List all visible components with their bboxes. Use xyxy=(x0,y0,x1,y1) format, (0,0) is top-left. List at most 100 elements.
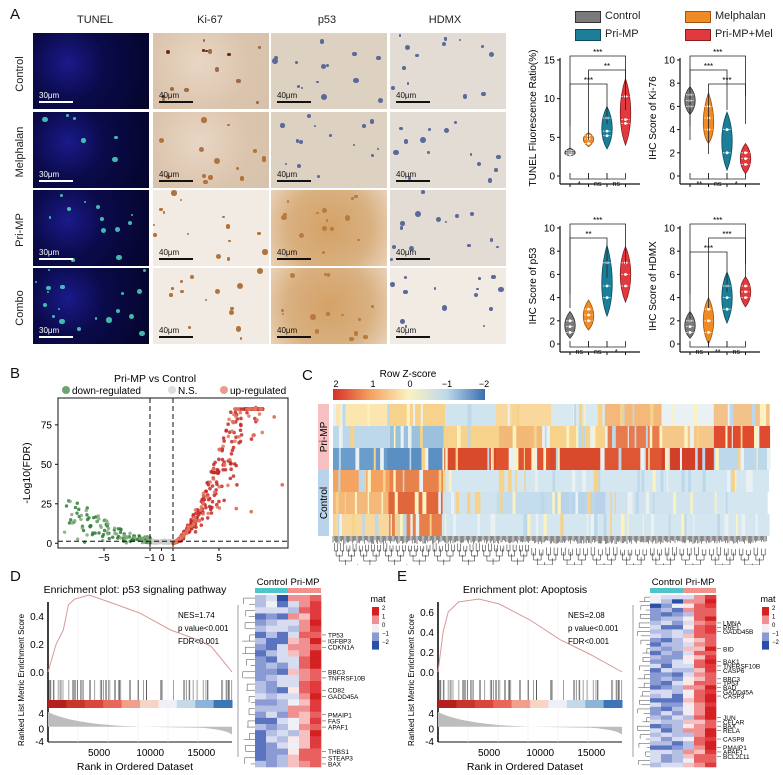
point-down xyxy=(67,521,72,525)
heatmap-cell xyxy=(574,514,576,536)
heatmap-cell xyxy=(414,448,417,470)
scale-bar: 40μm xyxy=(396,248,430,260)
heatmap-cell xyxy=(277,687,289,694)
gsea-stat: FDR<0.001 xyxy=(568,637,610,646)
heatmap-cell xyxy=(618,492,622,514)
heatmap-cell xyxy=(705,741,717,746)
heatmap-cell xyxy=(620,514,626,536)
x-tick-label: −5 xyxy=(98,553,110,564)
point-up xyxy=(210,499,215,504)
heatmap-cell xyxy=(395,470,399,492)
heatmap-cell xyxy=(374,404,379,426)
heatmap-cell xyxy=(406,514,410,536)
cell-speck xyxy=(190,275,195,280)
heatmap-cell xyxy=(658,426,660,448)
significance-label-bottom: ns xyxy=(613,181,621,188)
heatmap-cell xyxy=(351,492,356,514)
heatmap-cell xyxy=(645,492,650,514)
row-header-combo: Combo xyxy=(14,290,26,326)
heatmap-cell xyxy=(757,448,762,470)
heatmap-cell xyxy=(738,448,741,470)
heatmap-cell xyxy=(428,426,432,448)
heatmap-cell xyxy=(661,642,673,647)
heatmap-cell xyxy=(413,470,417,492)
dendro-branch xyxy=(426,545,431,551)
heatmap-cell xyxy=(346,470,349,492)
heatmap-cell xyxy=(487,448,490,470)
metric-y-tick-label: -4 xyxy=(35,737,44,748)
heatmap-cell xyxy=(548,514,553,536)
heatmap-cell xyxy=(266,674,278,682)
heatmap-cell xyxy=(359,448,363,470)
scale-bar-label: 40μm xyxy=(396,170,417,179)
heatmap-cell xyxy=(512,492,516,514)
heatmap-cell xyxy=(573,426,577,448)
heatmap-cell xyxy=(684,514,687,536)
heatmap-cell xyxy=(310,760,322,768)
significance-label: *** xyxy=(713,216,722,225)
heatmap-cell xyxy=(740,514,742,536)
heatmap-cell xyxy=(705,625,717,630)
point-up xyxy=(255,418,259,422)
heatmap-cell xyxy=(442,492,445,514)
heatmap-cell xyxy=(694,599,706,604)
point-down xyxy=(122,534,126,538)
heatmap-cell xyxy=(358,470,363,492)
heatmap-cell xyxy=(255,730,267,737)
heatmap-cell xyxy=(507,404,511,426)
heatmap-cell xyxy=(343,492,346,514)
heatmap-cell xyxy=(729,404,734,426)
significance-bracket xyxy=(588,69,626,140)
heatmap-cell xyxy=(650,762,662,768)
heatmap-cell xyxy=(406,404,411,426)
scale-tick: 2 xyxy=(333,379,338,389)
point-down xyxy=(87,516,91,520)
heatmap-cell xyxy=(390,514,393,536)
heatmap-cell xyxy=(310,638,322,645)
heatmap-cell xyxy=(277,717,289,725)
heatmap-cell xyxy=(681,404,684,426)
data-point xyxy=(744,290,747,294)
heatmap-cell xyxy=(492,404,496,426)
significance-bracket-bottom xyxy=(569,341,589,348)
point-up xyxy=(239,433,244,437)
heatmap-cell xyxy=(763,492,766,514)
heatmap-cell xyxy=(499,426,503,448)
heatmap-cell xyxy=(393,426,396,448)
cell-speck xyxy=(321,94,328,100)
heatmap-cell xyxy=(512,448,515,470)
cell-speck xyxy=(187,233,190,236)
scale-bar-label: 40μm xyxy=(277,91,298,100)
cell-speck xyxy=(171,190,177,196)
heatmap-cell xyxy=(494,470,498,492)
scale-bar: 40μm xyxy=(159,91,193,103)
point-down xyxy=(118,536,123,540)
heatmap-cell xyxy=(561,404,565,426)
heatmap-cell xyxy=(622,404,625,426)
heatmap-cell xyxy=(658,492,662,514)
cell-speck xyxy=(405,44,411,50)
heatmap-cell xyxy=(337,514,340,536)
heatmap-cell xyxy=(413,404,416,426)
heatmap-cell xyxy=(717,514,721,536)
heatmap-cell xyxy=(750,448,754,470)
heatmap-cell xyxy=(506,426,510,448)
cell-speck xyxy=(202,39,206,42)
point-up xyxy=(227,417,231,422)
heatmap-cell xyxy=(544,404,548,426)
heatmap-cell xyxy=(614,492,617,514)
cell-speck xyxy=(391,245,397,250)
heatmap-cell xyxy=(679,426,682,448)
heatmap-cell xyxy=(683,758,695,763)
heatmap-cell xyxy=(299,613,311,620)
point-up xyxy=(217,447,221,452)
cell-speck xyxy=(226,52,231,57)
heatmap-cell xyxy=(347,492,350,514)
point-up xyxy=(230,429,234,433)
heatmap-cell xyxy=(755,514,759,536)
heatmap-cell xyxy=(653,404,657,426)
cell-speck xyxy=(353,331,358,336)
heatmap-cell xyxy=(399,470,404,492)
heatmap-cell xyxy=(686,404,691,426)
heatmap-cell xyxy=(459,492,462,514)
